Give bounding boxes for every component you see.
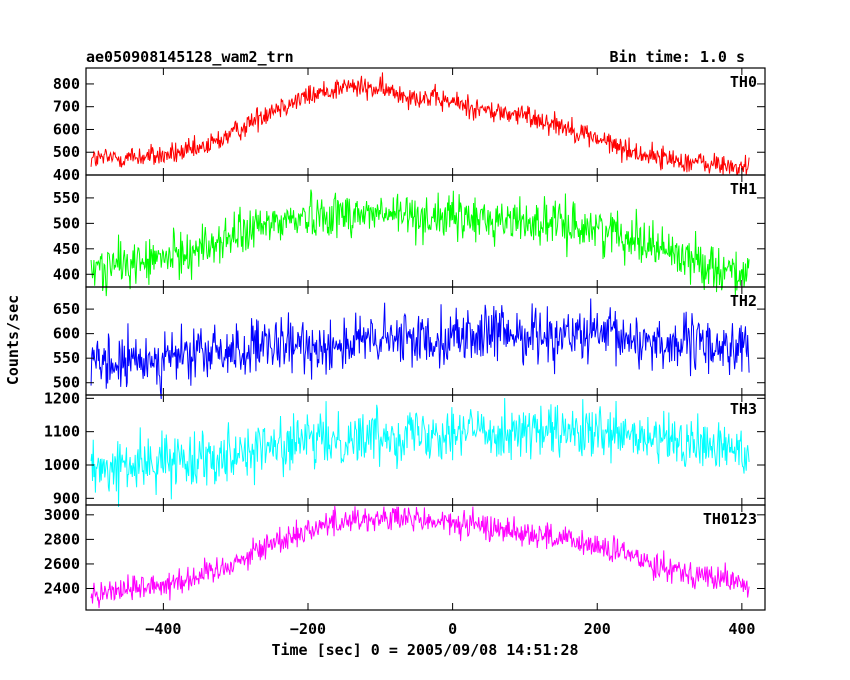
y-tick-label: 2600 (44, 555, 80, 573)
y-tick-label: 400 (53, 265, 80, 283)
y-tick-label: 700 (53, 98, 80, 116)
panel-th0123: 2400 2600 2800 3000 TH0123 (44, 504, 766, 611)
y-tick-label: 600 (53, 325, 80, 343)
y-tick-label: 550 (53, 349, 80, 367)
panel-th3: 900 1000 1100 1200 TH3 (44, 389, 766, 507)
x-tick-label: 200 (584, 620, 611, 638)
y-tick-label: 1000 (44, 456, 80, 474)
series-line-th3 (90, 398, 750, 507)
y-tick-label: 450 (53, 240, 80, 258)
panels: 400 500 600 700 800 TH0 400 450 500 550 TH1 500 550 6… (44, 67, 766, 638)
y-tick-label: 2400 (44, 580, 80, 598)
y-tick-label: 500 (53, 214, 80, 232)
y-tick-label: 3000 (44, 506, 80, 524)
y-tick-label: 600 (53, 120, 80, 138)
y-tick-label: 1100 (44, 423, 80, 441)
panel-label-th1: TH1 (730, 180, 757, 198)
x-tick-label: −400 (145, 620, 181, 638)
x-axis-label: Time [sec] 0 = 2005/09/08 14:51:28 (271, 641, 578, 659)
y-tick-label: 550 (53, 189, 80, 207)
chart-title: ae050908145128_wam2_trn (86, 48, 294, 66)
y-tick-label: 400 (53, 166, 80, 184)
series-line-th2 (90, 298, 750, 399)
panel-label-th2: TH2 (730, 292, 757, 310)
y-tick-label: 650 (53, 300, 80, 318)
x-tick-label: −200 (290, 620, 326, 638)
y-tick-label: 2800 (44, 530, 80, 548)
panel-label-th0: TH0 (730, 73, 757, 91)
series-line-th0 (90, 72, 750, 176)
y-tick-label: 800 (53, 75, 80, 93)
y-tick-label: 500 (53, 374, 80, 392)
bin-time-label: Bin time: 1.0 s (610, 48, 745, 66)
x-tick-label: 400 (728, 620, 755, 638)
x-tick-label: 0 (448, 620, 457, 638)
y-tick-label: 500 (53, 143, 80, 161)
panel-frame (85, 67, 766, 176)
panel-th1: 400 450 500 550 TH1 (53, 174, 766, 297)
y-tick-label: 1200 (44, 389, 80, 407)
panel-th0: 400 500 600 700 800 TH0 (53, 67, 766, 184)
y-tick-label: 900 (53, 489, 80, 507)
y-axis-label: Counts/sec (4, 295, 22, 385)
panel-frame (85, 504, 766, 611)
series-line-th0123 (90, 505, 750, 609)
panel-th2: 500 550 600 650 TH2 (53, 286, 766, 399)
series-line-th1 (90, 189, 750, 297)
panel-label-th3: TH3 (730, 400, 757, 418)
panel-label-th0123: TH0123 (703, 510, 757, 528)
